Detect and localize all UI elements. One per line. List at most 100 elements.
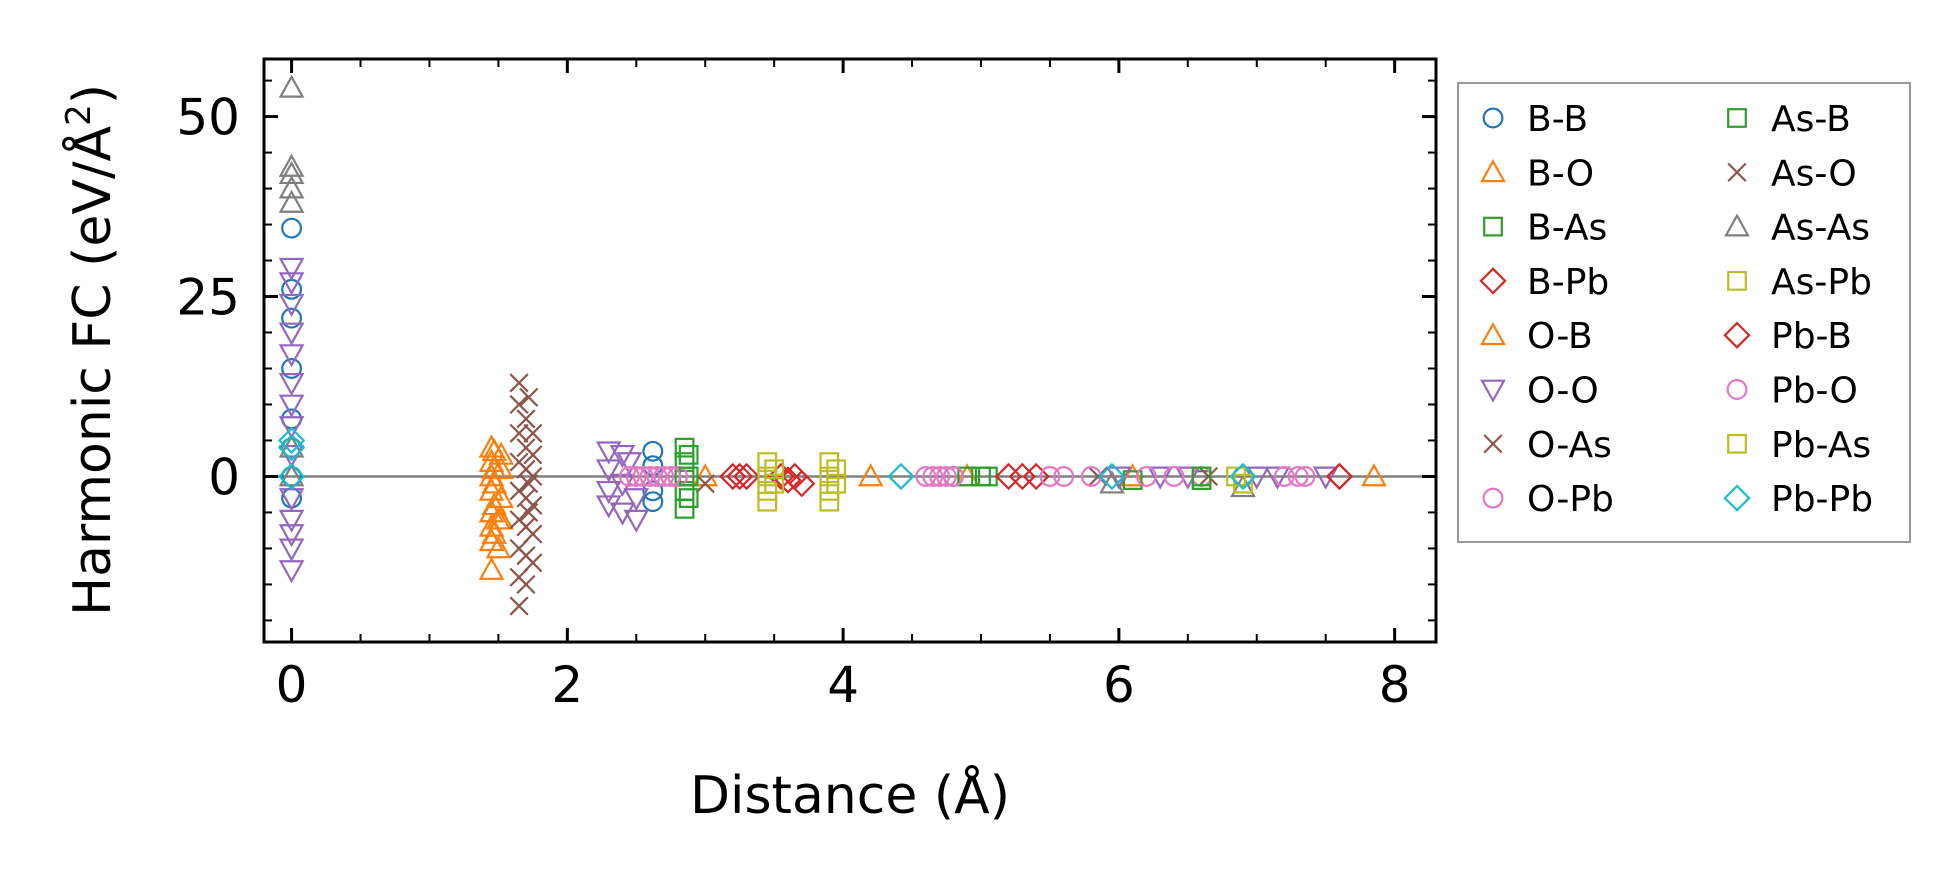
data-point [732,462,761,491]
data-point [281,217,303,239]
legend-item: O-B [1480,316,1593,357]
data-point [1361,463,1387,487]
data-point [660,466,682,487]
legend-item: O-O [1480,371,1599,412]
data-point [523,423,543,443]
data-point [653,466,675,487]
data-point [278,560,305,584]
legend-frame [1457,82,1911,543]
data-point [278,293,305,317]
data-point [281,307,303,329]
legend-label: As-B [1771,99,1851,140]
data-point [1163,466,1185,487]
legend-label: B-B [1527,99,1588,140]
y-tick-label: 25 [176,269,240,327]
data-point [278,538,305,562]
legend-item: As-B [1727,99,1851,140]
data-point [1022,462,1050,491]
data-point [509,423,529,443]
data-point [678,444,699,465]
x-tick-label: 6 [1103,656,1135,714]
data-point [719,462,747,491]
legend-item: Pb-As [1727,425,1871,466]
x-tick-label: 2 [551,656,583,714]
legend-label: O-O [1527,371,1599,412]
legend-item: B-O [1480,153,1594,194]
data-point [278,257,305,281]
data-point [1191,466,1212,487]
data-point [757,480,778,501]
legend-label: Pb-O [1771,371,1858,412]
data-point [516,409,536,429]
data-point [674,437,695,458]
data-point [1098,462,1126,491]
data-point [922,466,944,487]
data-point [516,574,536,594]
legend-item: O-As [1483,425,1612,466]
data-point [826,459,847,480]
data-point [278,463,305,487]
data-point [726,462,754,491]
data-point [519,387,539,407]
legend-item: As-O [1727,153,1857,194]
legend-marker [1482,487,1504,509]
data-point [609,444,636,469]
data-point [1135,466,1157,487]
legend-marker [1727,433,1747,454]
y-tick-label: 50 [176,89,240,147]
data-point [971,466,991,487]
series-o-b [481,438,512,559]
data-point [516,546,536,566]
legend-marker [1723,484,1751,512]
data-point [1273,466,1295,487]
data-point [278,524,305,548]
data-point [277,462,306,491]
data-point [509,596,529,616]
legend-label: Pb-Pb [1771,479,1873,520]
data-point [278,160,305,185]
data-point [278,175,305,199]
legend-item: Pb-Pb [1723,479,1873,520]
legend-item: As-As [1724,208,1870,249]
data-point [1198,466,1219,487]
data-point [595,480,622,505]
legend-label: O-B [1527,316,1593,357]
series-pb-pb [277,426,1257,491]
legend-label: As-O [1771,153,1857,194]
data-point [277,434,306,462]
data-point [826,473,847,494]
plot-frame [262,57,1438,644]
data-point [819,452,840,472]
data-point [278,344,305,368]
data-point [678,488,699,508]
data-point [674,498,695,519]
data-point [278,394,305,418]
data-point [1312,466,1339,490]
legend-item: Pb-B [1723,316,1852,357]
data-point [1229,462,1257,491]
data-point [481,455,508,480]
data-point [1294,466,1316,487]
data-point [516,438,536,458]
y-axis-label: Harmonic FC (eV/Å2) [59,84,123,616]
x-tick-label: 0 [276,656,308,714]
data-point [757,466,778,487]
data-point [642,480,664,502]
data-point [278,509,305,533]
legend-marker [1479,267,1507,295]
data-point [819,466,840,487]
legend-label: O-Pb [1527,479,1614,520]
data-point [519,502,539,523]
legend-marker [1726,379,1748,400]
data-point [1233,473,1253,494]
series-pb-as [764,459,847,494]
data-point [929,466,951,487]
legend-item: Pb-O [1726,371,1858,412]
y-tick-label: 0 [208,448,240,506]
series-as-o [516,387,539,594]
legend-marker [1727,108,1747,128]
data-point [632,466,654,487]
data-point [642,440,664,462]
legend-marker [1480,159,1506,183]
